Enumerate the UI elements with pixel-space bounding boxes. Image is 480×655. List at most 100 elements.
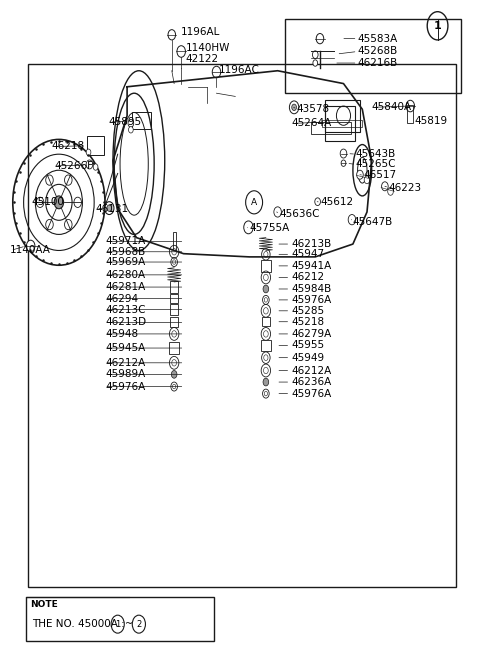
Text: 1: 1 [115, 620, 120, 629]
Circle shape [128, 119, 134, 127]
Circle shape [212, 66, 221, 78]
Text: 42122: 42122 [186, 54, 219, 64]
Text: 46280A: 46280A [106, 270, 146, 280]
Bar [407, 105, 413, 123]
Text: 46216B: 46216B [358, 58, 398, 68]
Text: 45643B: 45643B [355, 149, 396, 159]
Text: 46294: 46294 [106, 293, 139, 304]
Text: 45976A: 45976A [292, 295, 332, 305]
Bar [170, 281, 178, 293]
Circle shape [46, 175, 53, 185]
Text: 45968B: 45968B [106, 247, 146, 257]
Text: 45976A: 45976A [292, 388, 332, 399]
Bar [173, 233, 176, 250]
Circle shape [129, 126, 133, 133]
Text: 45949: 45949 [292, 352, 325, 363]
Circle shape [64, 219, 72, 230]
Text: 46517: 46517 [363, 170, 396, 180]
Circle shape [54, 196, 63, 209]
Bar [170, 317, 178, 328]
Circle shape [74, 197, 82, 208]
Circle shape [341, 160, 346, 166]
Text: 45268B: 45268B [358, 47, 398, 56]
Text: 45819: 45819 [414, 116, 447, 126]
Text: 1: 1 [434, 21, 442, 31]
Text: 45948: 45948 [106, 329, 139, 339]
Text: 2: 2 [136, 620, 142, 629]
Circle shape [263, 285, 269, 293]
Text: 46212: 46212 [292, 272, 325, 282]
Circle shape [36, 197, 44, 208]
Bar [261, 340, 271, 351]
Circle shape [406, 100, 415, 112]
Text: 45945A: 45945A [106, 343, 146, 353]
Text: 46223: 46223 [388, 183, 421, 193]
Bar [170, 294, 179, 303]
Circle shape [86, 149, 91, 155]
Text: 46212A: 46212A [292, 365, 332, 375]
Circle shape [348, 215, 356, 225]
Circle shape [274, 207, 281, 217]
Text: 45976A: 45976A [106, 382, 146, 392]
Circle shape [171, 371, 177, 378]
Text: 45989A: 45989A [106, 369, 146, 379]
Text: 46212A: 46212A [106, 358, 146, 368]
Circle shape [263, 378, 269, 386]
Circle shape [86, 160, 93, 169]
Text: 1140AA: 1140AA [10, 246, 50, 255]
Text: THE NO. 45000A :: THE NO. 45000A : [32, 619, 128, 629]
Bar [261, 260, 271, 272]
Bar [262, 317, 270, 326]
Circle shape [46, 219, 53, 230]
Text: 1196AC: 1196AC [219, 65, 260, 75]
Circle shape [315, 198, 321, 206]
Bar [324, 106, 355, 141]
Text: 45264A: 45264A [292, 119, 332, 128]
Circle shape [312, 51, 318, 58]
Text: 46213D: 46213D [106, 318, 147, 328]
Text: 45647B: 45647B [353, 217, 393, 227]
Text: ~: ~ [125, 619, 133, 629]
Text: 45947: 45947 [292, 250, 325, 259]
Text: 46131: 46131 [95, 204, 128, 214]
Text: 46218: 46218 [52, 141, 85, 151]
Circle shape [316, 33, 324, 44]
Text: 45266F: 45266F [54, 160, 93, 171]
Text: 45265C: 45265C [355, 159, 396, 170]
Text: 45941A: 45941A [292, 261, 332, 271]
Text: NOTE: NOTE [30, 600, 58, 608]
Text: 1196AL: 1196AL [181, 28, 221, 37]
Bar [170, 305, 178, 314]
Circle shape [357, 170, 363, 179]
Text: 45612: 45612 [320, 197, 353, 208]
Text: 45218: 45218 [292, 317, 325, 327]
Circle shape [177, 46, 185, 57]
Text: 45969A: 45969A [106, 257, 146, 267]
Bar [323, 119, 362, 127]
Circle shape [107, 205, 111, 212]
Text: 45285: 45285 [292, 306, 325, 316]
Bar [311, 122, 350, 134]
Bar [169, 343, 179, 354]
Circle shape [382, 182, 388, 191]
Text: 45755A: 45755A [250, 223, 289, 233]
Text: 45955: 45955 [292, 341, 325, 350]
Text: 45971A: 45971A [106, 236, 146, 246]
Bar [324, 100, 360, 132]
Circle shape [168, 29, 176, 40]
Text: 43578: 43578 [297, 104, 330, 114]
Bar [28, 64, 456, 588]
Text: A: A [251, 198, 257, 207]
Circle shape [388, 187, 393, 195]
Bar [87, 136, 104, 155]
Circle shape [93, 164, 98, 170]
Circle shape [364, 176, 370, 183]
Bar [285, 20, 461, 93]
Circle shape [292, 104, 297, 111]
Circle shape [64, 175, 72, 185]
Circle shape [340, 149, 347, 158]
Text: 45895: 45895 [108, 117, 142, 127]
Bar [26, 597, 214, 641]
Text: 45984B: 45984B [292, 284, 332, 294]
Text: 46279A: 46279A [292, 329, 332, 339]
